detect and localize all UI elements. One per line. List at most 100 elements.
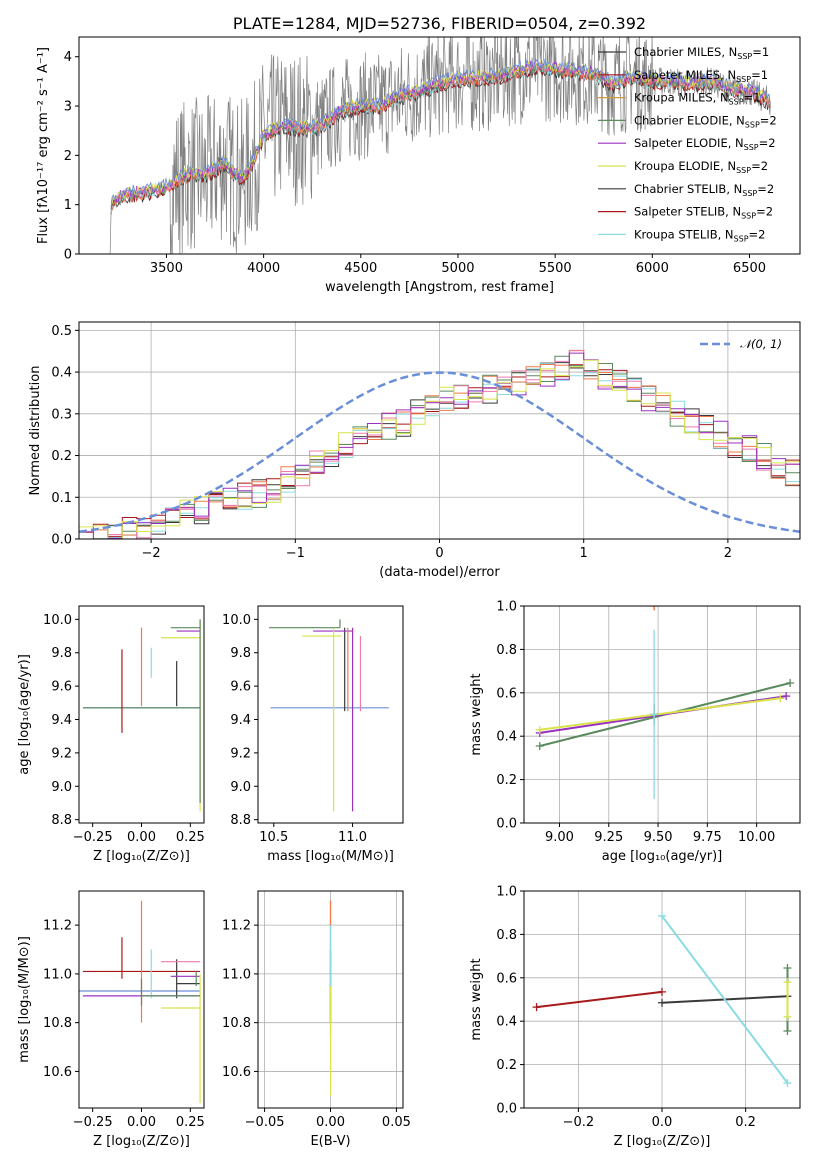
legend-suffix: =1 <box>751 68 768 82</box>
z-mass-panel: −0.25 0.00 0.25 10.6 10.8 11.0 11.2 Z [log₁₀(Z/… <box>17 890 205 1149</box>
legend-entry: Salpeter STELIB, NSSP=2 <box>634 205 773 221</box>
legend-entry: Salpeter MILES, NSSP=1 <box>634 68 768 84</box>
x-tick-label: 3500 <box>150 261 183 276</box>
legend-suffix: =2 <box>756 205 773 219</box>
legend-suffix: =2 <box>751 159 768 173</box>
series-line <box>536 990 663 1009</box>
legend-suffix: =1 <box>744 91 761 105</box>
legend-name: Kroupa ELODIE, N <box>634 159 736 173</box>
y-axis-label: mass weight <box>469 673 484 755</box>
y-tick-label: 1.0 <box>496 885 517 900</box>
legend-sub: SSP <box>729 98 744 107</box>
legend-name: Salpeter ELODIE, N <box>634 136 744 150</box>
data-point <box>783 1079 792 1088</box>
y-tick-label: 9.6 <box>230 680 251 695</box>
y-tick-label: 11.2 <box>43 919 72 934</box>
y-tick-label: 9.2 <box>51 746 72 761</box>
legend-name: Chabrier ELODIE, N <box>634 113 745 127</box>
data-point <box>782 692 791 701</box>
y-tick-label: 2 <box>64 149 72 164</box>
legend-sub: SSP <box>745 120 760 129</box>
x-axis-label: Z [log₁₀(Z/Z⊙)] <box>93 1134 190 1149</box>
legend-entry: Chabrier MILES, NSSP=1 <box>634 45 769 61</box>
histograms <box>79 349 800 539</box>
data-point <box>783 964 792 973</box>
y-tick-label: 0 <box>64 248 72 263</box>
y-tick-label: 10.0 <box>222 613 251 628</box>
y-tick-label: 1.0 <box>496 600 517 615</box>
y-tick-label: 10.0 <box>43 613 72 628</box>
normal-curve <box>79 371 800 533</box>
histogram-step <box>79 359 800 539</box>
y-tick-label: 0.5 <box>51 324 72 339</box>
x-tick-label: 4000 <box>247 261 280 276</box>
data-point <box>783 1012 792 1021</box>
series-line <box>661 915 789 1084</box>
y-axis-label: Normed distribution <box>28 366 43 496</box>
y-tick-label: 0.4 <box>51 366 72 381</box>
z-weight-panel: −0.2 0.0 0.2 0.0 0.2 0.4 0.6 0.8 1.0 Z [log₁₀(Z/Z… <box>469 885 801 1149</box>
legend-entry: Chabrier ELODIE, NSSP=2 <box>634 113 777 129</box>
y-tick-label: 11.0 <box>43 967 72 982</box>
x-axis-label: age [log₁₀(age/yr)] <box>602 849 723 864</box>
legend-name: Kroupa MILES, N <box>634 91 729 105</box>
legend-name: Salpeter STELIB, N <box>634 205 741 219</box>
legend-name: Salpeter MILES, N <box>634 68 736 82</box>
legend-suffix: =2 <box>759 136 776 150</box>
x-tick-label: −0.25 <box>73 1115 113 1130</box>
plot-frame <box>78 36 801 255</box>
x-tick-label: 5500 <box>539 261 572 276</box>
x-tick-label: 9.00 <box>545 830 574 845</box>
legend-sub: SSP <box>737 52 752 61</box>
x-tick-label: 10.5 <box>259 830 288 845</box>
series-lines <box>532 911 792 1088</box>
data-point <box>658 987 666 996</box>
y-tick-label: 4 <box>64 50 72 65</box>
y-tick-label: 9.0 <box>230 780 251 795</box>
y-tick-label: 0.0 <box>496 817 517 832</box>
x-tick-label: 0.2 <box>735 1115 756 1130</box>
x-axis-label: (data-model)/error <box>379 565 500 580</box>
y-tick-label: 10.8 <box>222 1016 251 1031</box>
legend-entry: 𝒩(0, 1) <box>740 337 782 351</box>
x-axis-label: mass [log₁₀(M/M⊙)] <box>267 849 394 864</box>
legend-sub: SSP <box>736 166 751 175</box>
points <box>82 619 201 812</box>
plot-frame <box>523 605 801 824</box>
x-tick-label: 0.25 <box>176 1115 205 1130</box>
legend-sub: SSP <box>734 234 749 243</box>
legend-entry: Kroupa STELIB, NSSP=2 <box>634 227 765 243</box>
age-weight-panel: 9.00 9.25 9.50 9.75 10.00 0.0 0.2 0.4 0.6 0.8 1.0 a… <box>469 600 801 864</box>
mass-age-panel: 10.5 11.0 8.8 9.0 9.2 9.4 9.6 9.8 10.0 mass [log₁… <box>222 605 404 864</box>
data-point <box>783 978 792 987</box>
points <box>269 619 389 812</box>
x-tick-label: −0.2 <box>563 1115 595 1130</box>
legend-entry: Kroupa MILES, NSSP=1 <box>634 91 760 107</box>
y-tick-label: 9.6 <box>51 680 72 695</box>
y-tick-label: 0.2 <box>496 1058 517 1073</box>
series-lines <box>535 606 795 800</box>
y-tick-label: 3 <box>64 100 72 115</box>
chart-title: PLATE=1284, MJD=52736, FIBERID=0504, z=0… <box>233 14 646 33</box>
legend-suffix: =2 <box>749 227 766 241</box>
plot-frame <box>78 890 205 1109</box>
y-tick-label: 9.2 <box>230 746 251 761</box>
x-tick-label: 9.50 <box>644 830 673 845</box>
y-tick-label: 0.2 <box>496 773 517 788</box>
y-tick-label: 9.0 <box>51 780 72 795</box>
y-tick-label: 11.0 <box>222 967 251 982</box>
y-tick-label: 0.8 <box>496 928 517 943</box>
y-tick-label: 10.6 <box>43 1065 72 1080</box>
y-axis-label: Flux [fλ10⁻¹⁷ erg cm⁻² s⁻¹ A⁻¹] <box>36 47 51 244</box>
legend-sub: SSP <box>744 143 759 152</box>
data-point <box>658 998 666 1007</box>
y-tick-label: 0.6 <box>496 686 517 701</box>
x-tick-label: 4500 <box>344 261 377 276</box>
x-axis-label: E(B-V) <box>310 1134 350 1149</box>
x-axis-label: Z [log₁₀(Z/Z⊙)] <box>93 849 190 864</box>
legend-suffix: =1 <box>752 45 769 59</box>
y-tick-label: 0.4 <box>496 730 517 745</box>
x-tick-label: 0.00 <box>127 1115 156 1130</box>
